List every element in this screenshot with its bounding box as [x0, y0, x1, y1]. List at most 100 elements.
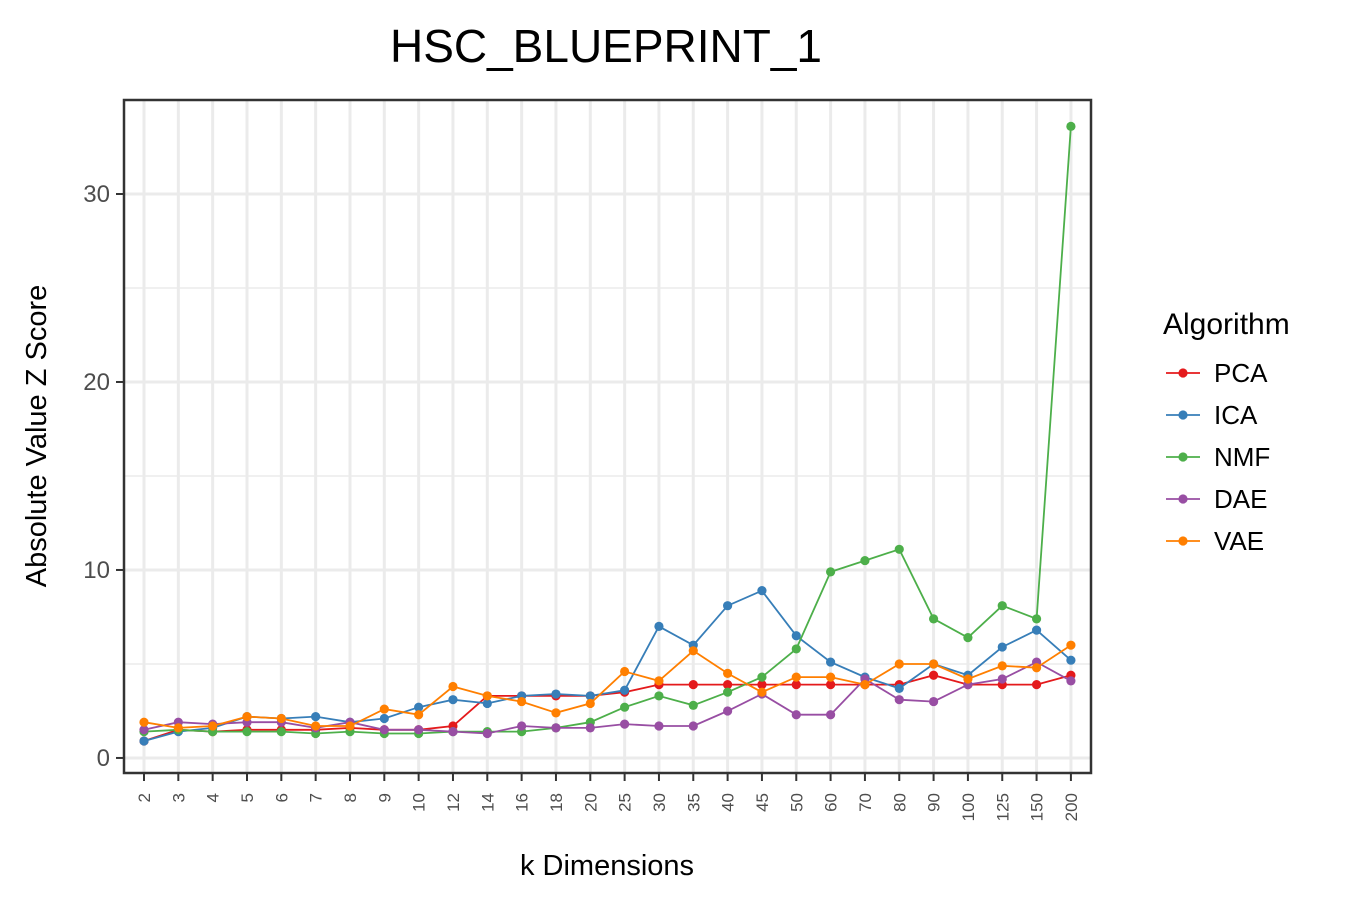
legend-label: NMF — [1214, 442, 1270, 472]
data-point — [997, 661, 1007, 671]
series-line — [143, 644, 1072, 729]
series-line — [143, 589, 1072, 742]
x-tick-label: 70 — [856, 793, 875, 812]
data-point — [757, 680, 767, 690]
data-point — [276, 727, 286, 737]
series-dae — [139, 657, 1076, 739]
series-line — [143, 126, 1072, 735]
legend-label: PCA — [1214, 358, 1268, 388]
legend-item: PCA — [1166, 358, 1268, 388]
data-point — [414, 725, 424, 735]
series-layer — [139, 121, 1076, 746]
data-point — [688, 700, 698, 710]
data-point — [1031, 614, 1042, 624]
data-point — [620, 719, 630, 729]
chart-title: HSC_BLUEPRINT_1 — [390, 20, 822, 72]
x-tick-label: 40 — [719, 793, 738, 812]
data-point — [894, 659, 904, 669]
x-tick-label: 4 — [204, 793, 223, 802]
x-tick-label: 3 — [169, 793, 188, 802]
x-tick-label: 10 — [410, 793, 429, 812]
legend-item: VAE — [1166, 526, 1264, 556]
data-point — [723, 668, 733, 678]
x-tick-label: 150 — [1028, 793, 1047, 821]
series-vae — [139, 640, 1076, 733]
data-point — [997, 642, 1007, 652]
x-tick-label: 45 — [753, 793, 772, 812]
x-tick-label: 60 — [822, 793, 841, 812]
y-tick-label: 20 — [83, 369, 110, 396]
data-point — [379, 725, 389, 735]
data-point — [791, 631, 801, 641]
data-point — [723, 601, 733, 611]
data-point — [654, 621, 664, 631]
data-point — [997, 601, 1007, 611]
data-point — [620, 666, 630, 677]
data-point — [139, 736, 149, 746]
data-point — [860, 555, 870, 566]
legend-key-point — [1178, 410, 1188, 420]
data-point — [517, 721, 527, 731]
data-point — [894, 683, 904, 694]
x-axis-title: k Dimensions — [520, 850, 694, 882]
data-point — [620, 685, 630, 695]
data-point — [723, 706, 733, 716]
series-line — [143, 674, 1072, 742]
data-point — [139, 725, 149, 735]
legend-key-point — [1178, 536, 1188, 546]
data-point — [928, 614, 939, 624]
data-point — [242, 712, 252, 722]
x-tick-label: 125 — [993, 793, 1012, 821]
data-point — [345, 721, 355, 731]
data-point — [963, 633, 973, 643]
x-tick-label: 14 — [478, 793, 497, 812]
data-point — [585, 698, 595, 709]
x-tick-label: 35 — [684, 793, 703, 812]
data-point — [894, 695, 904, 705]
data-point — [276, 713, 286, 724]
x-tick-label: 9 — [375, 793, 394, 802]
x-tick-label: 50 — [787, 793, 806, 812]
legend-label: ICA — [1214, 400, 1258, 430]
y-tick-label: 10 — [83, 557, 110, 584]
x-tick-label: 2 — [135, 793, 154, 802]
x-tick-label: 90 — [925, 793, 944, 812]
data-point — [723, 687, 733, 697]
plot-background — [124, 100, 1091, 773]
y-axis: 0 10 20 30 — [83, 181, 124, 772]
data-point — [723, 680, 733, 690]
grid-lines — [124, 100, 1091, 773]
data-point — [997, 674, 1007, 684]
x-tick-label: 7 — [307, 793, 326, 802]
data-point — [482, 691, 492, 701]
data-point — [551, 723, 561, 733]
data-point — [379, 713, 389, 724]
x-tick-label: 20 — [581, 793, 600, 812]
data-point — [139, 717, 149, 727]
data-point — [860, 680, 870, 690]
legend-title: Algorithm — [1163, 308, 1290, 341]
data-point — [826, 657, 836, 667]
data-point — [894, 544, 904, 554]
x-tick-label: 16 — [513, 793, 532, 812]
data-point — [620, 702, 630, 712]
data-point — [791, 680, 801, 690]
data-point — [173, 723, 183, 733]
data-point — [654, 691, 664, 701]
x-tick-label: 80 — [890, 793, 909, 812]
data-point — [551, 708, 561, 718]
x-axis: 2 3 4 5 6 7 8 9 10 12 14 16 18 20 25 30 35 40 45 50 60 70 80 90… — [135, 773, 1081, 821]
data-point — [585, 691, 595, 701]
data-point — [1031, 625, 1042, 635]
legend-key-point — [1178, 452, 1188, 462]
data-point — [757, 586, 767, 596]
data-point — [757, 687, 767, 697]
data-point — [928, 696, 939, 707]
data-point — [791, 644, 801, 654]
x-tick-label: 6 — [272, 793, 291, 802]
data-point — [311, 712, 321, 722]
data-point — [1031, 663, 1042, 673]
data-point — [826, 680, 836, 690]
data-point — [826, 672, 836, 682]
